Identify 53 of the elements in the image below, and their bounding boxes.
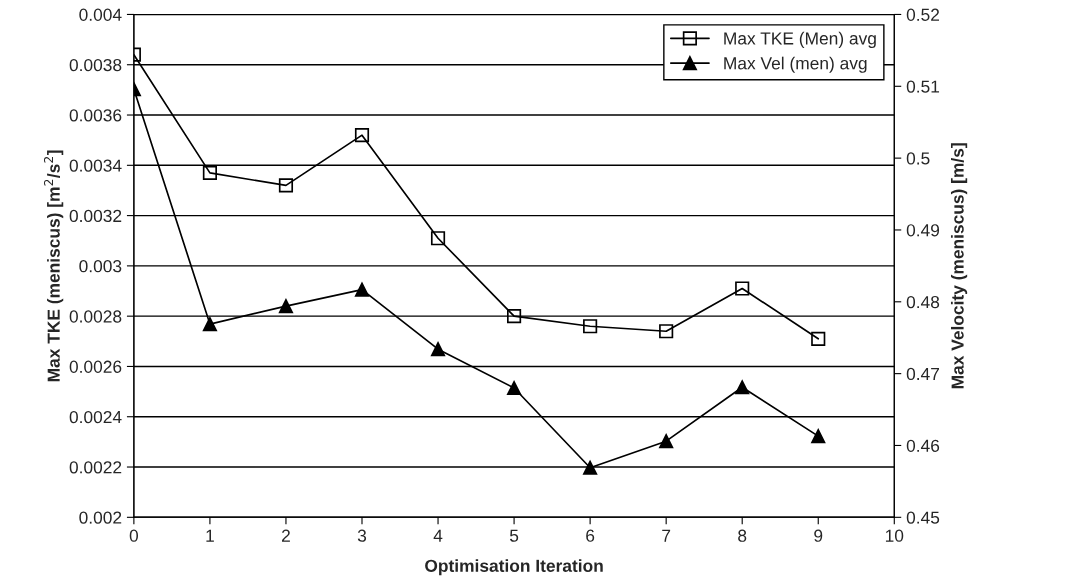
- y2-tick-label: 0.5: [906, 152, 930, 165]
- y-tick-label: 0.0026: [69, 360, 122, 373]
- x-tick-label: 8: [738, 529, 747, 542]
- y-tick-label: 0.0034: [69, 159, 122, 172]
- point: [430, 231, 446, 246]
- legend-label: Max TKE (Men) avg: [724, 31, 876, 48]
- x-tick-label: 1: [206, 529, 214, 542]
- y-axis-title: Max TKE (meniscus) [m$^{2}$/s$^{2}$]: [43, 150, 64, 382]
- x-tick-label: 10: [885, 529, 904, 542]
- x-tick-label: 4: [433, 529, 443, 542]
- point: [506, 309, 522, 324]
- point: [430, 342, 446, 357]
- x-tick-label: 6: [586, 529, 595, 542]
- y2-tick-label: 0.46: [906, 439, 940, 452]
- point: [735, 281, 750, 296]
- point: [354, 282, 370, 297]
- x-tick-label: 7: [662, 529, 671, 542]
- point: [735, 380, 750, 395]
- x-axis-title: Optimisation Iteration: [425, 559, 603, 576]
- y-tick-label: 0.0028: [69, 310, 122, 323]
- y2-tick-label: 0.45: [906, 511, 940, 524]
- x-tick-label: 3: [357, 529, 367, 542]
- point: [278, 178, 294, 193]
- y-tick-label: 0.004: [79, 8, 122, 21]
- point: [659, 434, 674, 449]
- y2-tick-label: 0.48: [906, 295, 940, 309]
- y-tick-label: 0.0032: [69, 209, 122, 223]
- y-tick-label: 0.0024: [69, 410, 122, 424]
- point: [583, 319, 598, 334]
- y2-tick-label: 0.52: [906, 8, 940, 21]
- y-tick-label: 0.0038: [69, 58, 122, 72]
- point: [506, 380, 522, 396]
- x-tick-label: 2: [282, 529, 290, 542]
- y2-tick-label: 0.51: [906, 80, 940, 93]
- y-tick-label: 0.003: [79, 260, 122, 273]
- point: [202, 316, 218, 332]
- y2-axis-title: Max Velocity (meniscus) [m/s]: [950, 143, 968, 389]
- point: [811, 331, 826, 346]
- y-tick-label: 0.0036: [69, 109, 122, 122]
- y2-tick-label: 0.49: [906, 224, 940, 237]
- y-tick-label: 0.002: [79, 511, 122, 524]
- point: [659, 324, 674, 339]
- y2-tick-label: 0.47: [906, 367, 940, 381]
- legend-label: Max Vel (men) avg: [724, 56, 867, 73]
- x-tick-label: 0: [129, 529, 139, 542]
- point: [354, 128, 370, 143]
- point: [278, 299, 294, 314]
- point: [583, 460, 598, 475]
- x-tick-label: 9: [814, 529, 823, 542]
- x-tick-label: 5: [509, 529, 519, 542]
- point: [202, 165, 218, 180]
- point: [811, 429, 826, 444]
- y-tick-label: 0.0022: [69, 461, 122, 474]
